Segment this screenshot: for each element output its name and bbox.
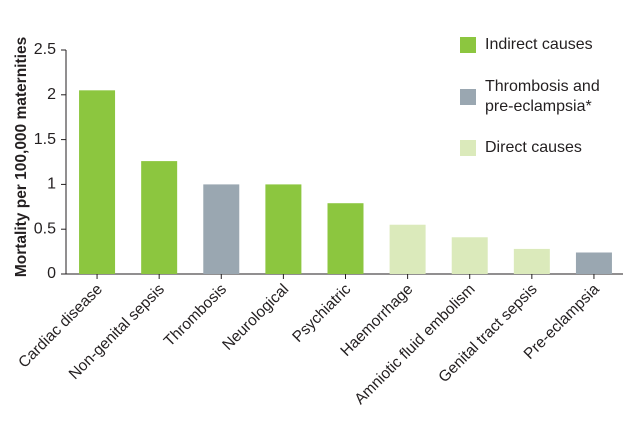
bar xyxy=(513,248,550,274)
y-axis-title: Mortality per 100,000 maternities xyxy=(13,37,30,277)
y-tick-label: 0 xyxy=(47,265,56,282)
bar xyxy=(327,203,364,274)
y-tick-label: 2 xyxy=(47,86,56,103)
legend-swatch xyxy=(460,140,476,156)
bar xyxy=(265,184,302,274)
bar xyxy=(389,224,426,274)
bar xyxy=(203,184,240,274)
bar xyxy=(141,161,178,274)
y-tick-label: 2.5 xyxy=(34,41,56,58)
bar xyxy=(79,90,116,274)
legend-swatch xyxy=(460,37,476,53)
legend-swatch xyxy=(460,89,476,105)
x-tick-label: Thrombosis xyxy=(161,281,230,350)
y-tick-label: 0.5 xyxy=(34,220,56,237)
legend-label: Direct causes xyxy=(485,139,582,156)
legend-label: pre-eclampsia* xyxy=(485,98,592,115)
legend: Indirect causes Thrombosis and pre-eclamps… xyxy=(460,36,600,156)
legend-label: Thrombosis and xyxy=(485,78,600,95)
legend-label: Indirect causes xyxy=(485,36,593,53)
x-tick-label: Neurological xyxy=(219,281,292,354)
x-tick-label: Amniotic fluid embolism xyxy=(351,281,478,408)
bars xyxy=(79,90,612,274)
y-tick-label: 1 xyxy=(47,176,56,193)
y-tick-label: 1.5 xyxy=(34,131,56,148)
bar xyxy=(575,252,612,274)
bar xyxy=(451,237,488,274)
x-tick-label: Psychiatric xyxy=(289,281,354,346)
